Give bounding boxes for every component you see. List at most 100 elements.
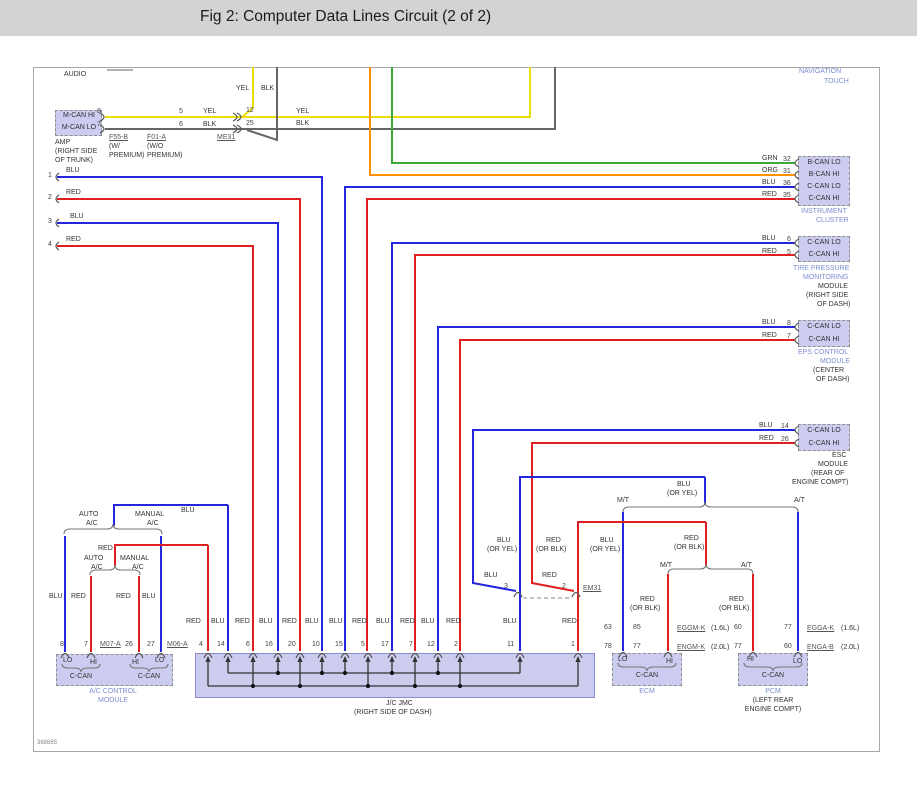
jc-pin-5: 5 <box>361 641 365 648</box>
mt-red: M/T <box>660 562 673 569</box>
orblk2-2: (OR BLK) <box>674 544 705 551</box>
brace-mt-at-blu <box>622 501 799 513</box>
brace-mt-at-red <box>667 563 754 575</box>
drawing-number: 368885 <box>37 740 58 746</box>
tp-caption-4: (RIGHT SIDE <box>806 292 849 299</box>
amp-pin-7: 7 <box>97 121 101 128</box>
yel-right-label: YEL <box>296 108 310 115</box>
ac-ccan-1: C-CAN <box>69 673 93 680</box>
ac-wire-3: RED <box>116 593 131 600</box>
ac-caption-2: MODULE <box>98 697 128 704</box>
blk-top-label: BLK <box>261 85 275 92</box>
ic-caption-2: CLUSTER <box>816 217 849 224</box>
jc-pin-15: 15 <box>335 641 343 648</box>
conn-f55b-note2: PREMIUM) <box>109 152 145 159</box>
conn-eggmk: EGGM-K <box>677 625 706 632</box>
oryel2-1: BLU <box>600 537 614 544</box>
wire-left1-blu <box>57 176 323 651</box>
wire-esc-ccan-hi-red <box>531 442 795 592</box>
conn-engmk: ENGM-K <box>677 644 705 651</box>
conn-f55b-note1: (W/ <box>109 143 120 150</box>
oryel1-1: BLU <box>497 537 511 544</box>
ic-pin-31: 31 <box>783 168 791 175</box>
esc-row-2: C-CAN HI <box>808 440 840 447</box>
diagram-frame <box>33 67 880 752</box>
pcm-lo: LO <box>793 658 803 665</box>
jc-color-6: BLU <box>305 618 319 625</box>
conn-eggak-note: (1.6L) <box>841 625 860 632</box>
tp-pin-5: 5 <box>787 249 791 256</box>
ac-wire-4: BLU <box>142 593 156 600</box>
conn-engab-note: (2.0L) <box>841 644 860 651</box>
tire-pressure-module-box <box>798 236 850 262</box>
pcm-pin-77b: 77 <box>784 624 792 631</box>
wire-mcan-hi-yel <box>105 67 531 118</box>
pcm-hi: HI <box>747 656 754 663</box>
ac-split1-manual-1: MANUAL <box>135 511 165 518</box>
eps-pin-7: 7 <box>787 333 791 340</box>
esc-pin-14: 14 <box>781 423 789 430</box>
ac-split2-auto-1: AUTO <box>84 555 104 562</box>
eps-caption-4: OF DASH) <box>816 376 850 383</box>
wire-eps-ccan-lo-blu <box>437 326 795 651</box>
tp-caption-5: OF DASH) <box>817 301 851 308</box>
jc-caption-2: (RIGHT SIDE OF DASH) <box>354 709 432 716</box>
wire-tp-ccan-lo-blu <box>391 242 795 651</box>
ac-hi-2: HI <box>132 659 139 666</box>
ic-pin-35: 35 <box>783 192 791 199</box>
conn-f01a-note2: PREMIUM) <box>147 152 183 159</box>
wire-mcan-hi-yel-branch <box>242 67 254 117</box>
ac-split1-manual-2: A/C <box>147 520 159 527</box>
wire5-num: 5 <box>179 108 183 115</box>
oryel2-2: (OR YEL) <box>590 546 621 553</box>
jc-color-11: BLU <box>421 618 435 625</box>
ac-lo-1: LO <box>63 657 73 664</box>
title-bar <box>0 0 917 36</box>
orblk4-2: (OR BLK) <box>719 605 750 612</box>
ecm-pin-77: 77 <box>633 643 641 650</box>
esc-caption-1: ESC <box>832 452 847 459</box>
me31-pin-25: 25 <box>246 120 254 127</box>
ac-split2-manual-2: A/C <box>132 564 144 571</box>
ecm-pin-78: 78 <box>604 643 612 650</box>
jc-color-5: RED <box>282 618 297 625</box>
ic-wire-org: ORG <box>762 167 778 174</box>
tp-row-1: C-CAN LO <box>807 239 841 246</box>
blk-right-label: BLK <box>296 120 310 127</box>
em31-pin-2: 2 <box>562 583 566 590</box>
jc-pin-12: 12 <box>427 641 435 648</box>
esc-module-box <box>798 424 850 451</box>
ic-pin-32: 32 <box>783 156 791 163</box>
jc-pin-16: 16 <box>265 641 273 648</box>
wire6-color: BLK <box>203 121 217 128</box>
amp-caption-3: OF TRUNK) <box>55 157 93 164</box>
jc-color-2: BLU <box>211 618 225 625</box>
tp-pin-6: 6 <box>787 236 791 243</box>
amp-caption-2: (RIGHT SIDE <box>55 148 98 155</box>
audio-label: AUDIO <box>64 71 87 78</box>
jc-caption-1: J/C JMC <box>386 700 413 707</box>
ic-row-4: C-CAN HI <box>808 195 840 202</box>
orblk4-1: RED <box>729 596 744 603</box>
nav-caption-2: TOUCH <box>824 78 849 85</box>
ac-lo-2: LO <box>155 657 165 664</box>
brace-pcm-ccan <box>743 662 803 672</box>
pcm-pin-77: 77 <box>734 643 742 650</box>
ic-caption-1: INSTRUMENT <box>801 208 847 215</box>
ac-wire-2: RED <box>71 593 86 600</box>
wire-left4-red <box>57 245 254 651</box>
left-pin4-color: RED <box>66 236 81 243</box>
ecm-lo: LO <box>618 656 628 663</box>
jc-color-1: RED <box>186 618 201 625</box>
orblk3-2: (OR BLK) <box>630 605 661 612</box>
orblk2-1: RED <box>684 535 699 542</box>
jc-color-8: RED <box>352 618 367 625</box>
oryel1-2: (OR YEL) <box>487 546 518 553</box>
pcm-ccan: C-CAN <box>761 672 785 679</box>
wire-mcan-lo-blk-branch <box>246 67 278 142</box>
wire-ac-blu-stem <box>113 504 228 526</box>
pcm-pin-60: 60 <box>734 624 742 631</box>
oryel3-2: (OR YEL) <box>667 490 698 497</box>
mt-blu: M/T <box>617 497 630 504</box>
